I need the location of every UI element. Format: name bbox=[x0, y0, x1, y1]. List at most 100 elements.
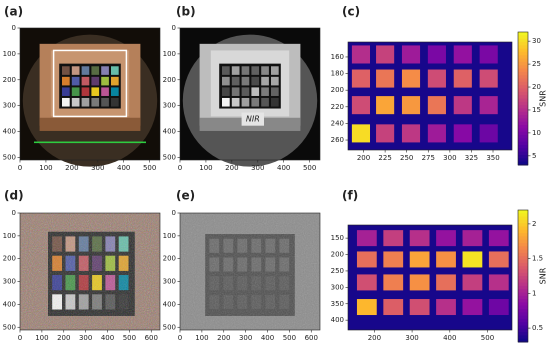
photo-region bbox=[261, 97, 269, 107]
heatmap-cell bbox=[351, 124, 371, 143]
heatmap-cell bbox=[427, 124, 446, 143]
x-tick-label: 200 bbox=[357, 154, 370, 162]
heatmap-cell bbox=[427, 69, 446, 88]
photo-region bbox=[91, 76, 100, 86]
panel-label: (f) bbox=[342, 189, 358, 203]
photo-region bbox=[241, 112, 264, 126]
heatmap-cell bbox=[351, 96, 371, 115]
heatmap-cell bbox=[401, 124, 421, 143]
photo-region bbox=[101, 66, 109, 75]
y-tick-label: 400 bbox=[163, 300, 176, 308]
colorbar-segment bbox=[518, 272, 528, 277]
photo-region bbox=[251, 87, 260, 96]
colorbar-tick-label: 1.5 bbox=[532, 255, 543, 263]
heatmap-cell bbox=[356, 274, 377, 291]
y-tick-label: 200 bbox=[3, 255, 16, 263]
photo-region bbox=[111, 97, 119, 107]
photo-region bbox=[39, 117, 141, 131]
photo-region bbox=[231, 76, 240, 86]
axes-frame bbox=[347, 41, 513, 151]
colorbar-segment bbox=[518, 158, 528, 163]
heatmap-cell bbox=[479, 45, 498, 64]
colorbar-segment bbox=[518, 68, 528, 73]
photo-region bbox=[222, 66, 230, 75]
x-tick-label: 100 bbox=[195, 334, 208, 342]
photo-region bbox=[111, 76, 119, 86]
x-tick-label: 300 bbox=[251, 164, 264, 172]
photo-region bbox=[52, 49, 128, 118]
colorbar-label: SNR bbox=[539, 267, 548, 284]
heatmap-cell bbox=[436, 299, 456, 316]
colorbar-segment bbox=[518, 148, 528, 153]
y-tick-label: 100 bbox=[163, 232, 176, 240]
colorbar-segment bbox=[518, 335, 528, 340]
colorbar-tick-label: 2 bbox=[532, 220, 536, 228]
colorbar-segment bbox=[518, 229, 528, 234]
colorbar-segment bbox=[518, 145, 528, 149]
y-tick-label: 250 bbox=[331, 267, 344, 275]
panel-label: (c) bbox=[342, 5, 360, 19]
heatmap-cell bbox=[376, 124, 395, 143]
colorbar-segment bbox=[518, 210, 528, 214]
colorbar-segment bbox=[518, 121, 528, 126]
colorbar-segment bbox=[518, 332, 528, 336]
colorbar-segment bbox=[518, 216, 528, 221]
photo-region bbox=[241, 76, 250, 86]
heatmap-cell bbox=[488, 274, 509, 291]
heatmap-cell bbox=[356, 230, 377, 247]
colorbar-segment bbox=[518, 151, 528, 156]
colorbar-segment bbox=[518, 81, 528, 86]
colorbar-segment bbox=[518, 328, 528, 333]
colorbar-segment bbox=[518, 138, 528, 143]
x-tick-label: 200 bbox=[368, 334, 381, 342]
heatmap-cell bbox=[453, 96, 472, 115]
x-tick-label: 250 bbox=[400, 154, 413, 162]
y-tick-label: 220 bbox=[331, 103, 344, 111]
axes-frame bbox=[19, 27, 161, 161]
heatmap-cell bbox=[401, 96, 421, 115]
colorbar-segment bbox=[518, 78, 528, 83]
x-tick-label: 0 bbox=[18, 164, 22, 172]
heatmap-cell bbox=[427, 96, 446, 115]
panel-label: (d) bbox=[4, 189, 24, 203]
colorbar-segment bbox=[518, 58, 528, 63]
colorbar-segment bbox=[518, 85, 528, 90]
heatmap-cell bbox=[488, 230, 509, 247]
axes-frame bbox=[179, 27, 321, 161]
colorbar-segment bbox=[518, 276, 528, 280]
colorbar-segment bbox=[518, 312, 528, 317]
heatmap-cell bbox=[356, 251, 377, 268]
photo-region bbox=[81, 76, 90, 86]
y-tick-label: 500 bbox=[163, 323, 176, 331]
y-tick-label: 500 bbox=[163, 153, 176, 161]
colorbar-segment bbox=[518, 252, 528, 257]
x-tick-label: 300 bbox=[79, 334, 92, 342]
heatmap-cell bbox=[462, 274, 483, 291]
colorbar-segment bbox=[518, 299, 528, 303]
heatmap-cell bbox=[479, 69, 498, 88]
panel-label: (e) bbox=[176, 189, 195, 203]
x-tick-label: 0 bbox=[178, 334, 182, 342]
photo-region bbox=[222, 97, 230, 107]
colorbar-label: SNR bbox=[539, 90, 548, 107]
photo-region bbox=[81, 87, 90, 96]
heatmap-cell bbox=[453, 69, 472, 88]
colorbar-segment bbox=[518, 105, 528, 109]
photo bbox=[20, 28, 160, 167]
photo-region bbox=[91, 87, 100, 96]
axes-frame bbox=[19, 212, 161, 331]
photo-region bbox=[261, 66, 269, 75]
colorbar-segment bbox=[518, 155, 528, 159]
colorbar-tick-label: 0.5 bbox=[532, 324, 543, 332]
heatmap-cell bbox=[427, 45, 446, 64]
photo-region bbox=[271, 66, 279, 75]
panel-label: (a) bbox=[4, 5, 23, 19]
colorbar-segment bbox=[518, 108, 528, 113]
x-tick-label: 350 bbox=[486, 154, 499, 162]
y-tick-label: 400 bbox=[3, 128, 16, 136]
heatmap-cell bbox=[401, 45, 421, 64]
colorbar-tick-label: 20 bbox=[532, 83, 541, 91]
heatmap-cell bbox=[436, 251, 456, 268]
colorbar-segment bbox=[518, 135, 528, 139]
photo-region bbox=[251, 76, 260, 86]
